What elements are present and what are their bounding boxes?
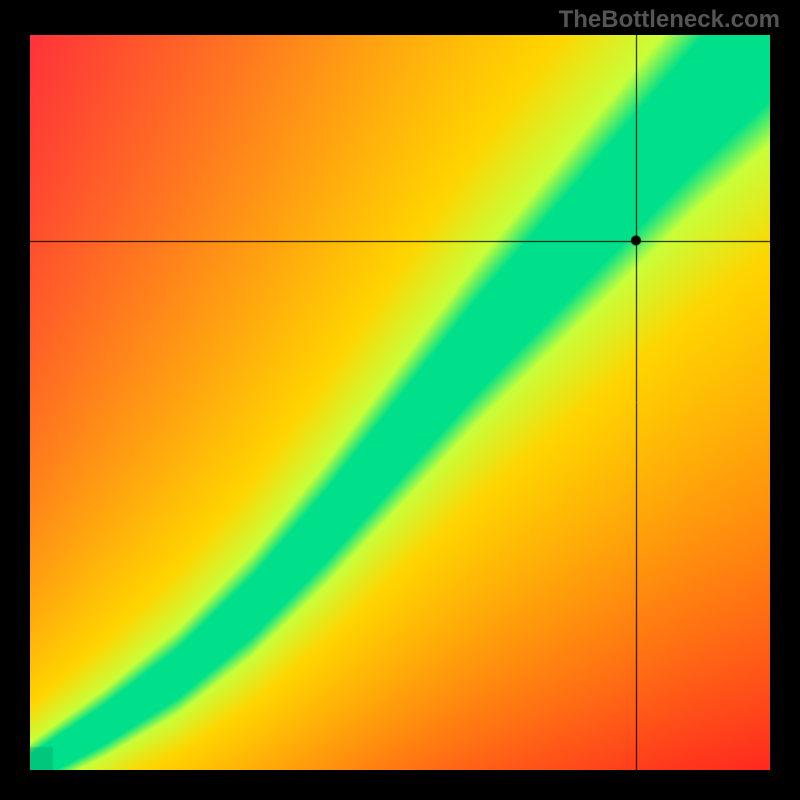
plot-area <box>30 35 770 770</box>
heatmap-canvas <box>30 35 770 770</box>
watermark-text: TheBottleneck.com <box>559 6 780 34</box>
chart-container: TheBottleneck.com <box>0 0 800 800</box>
